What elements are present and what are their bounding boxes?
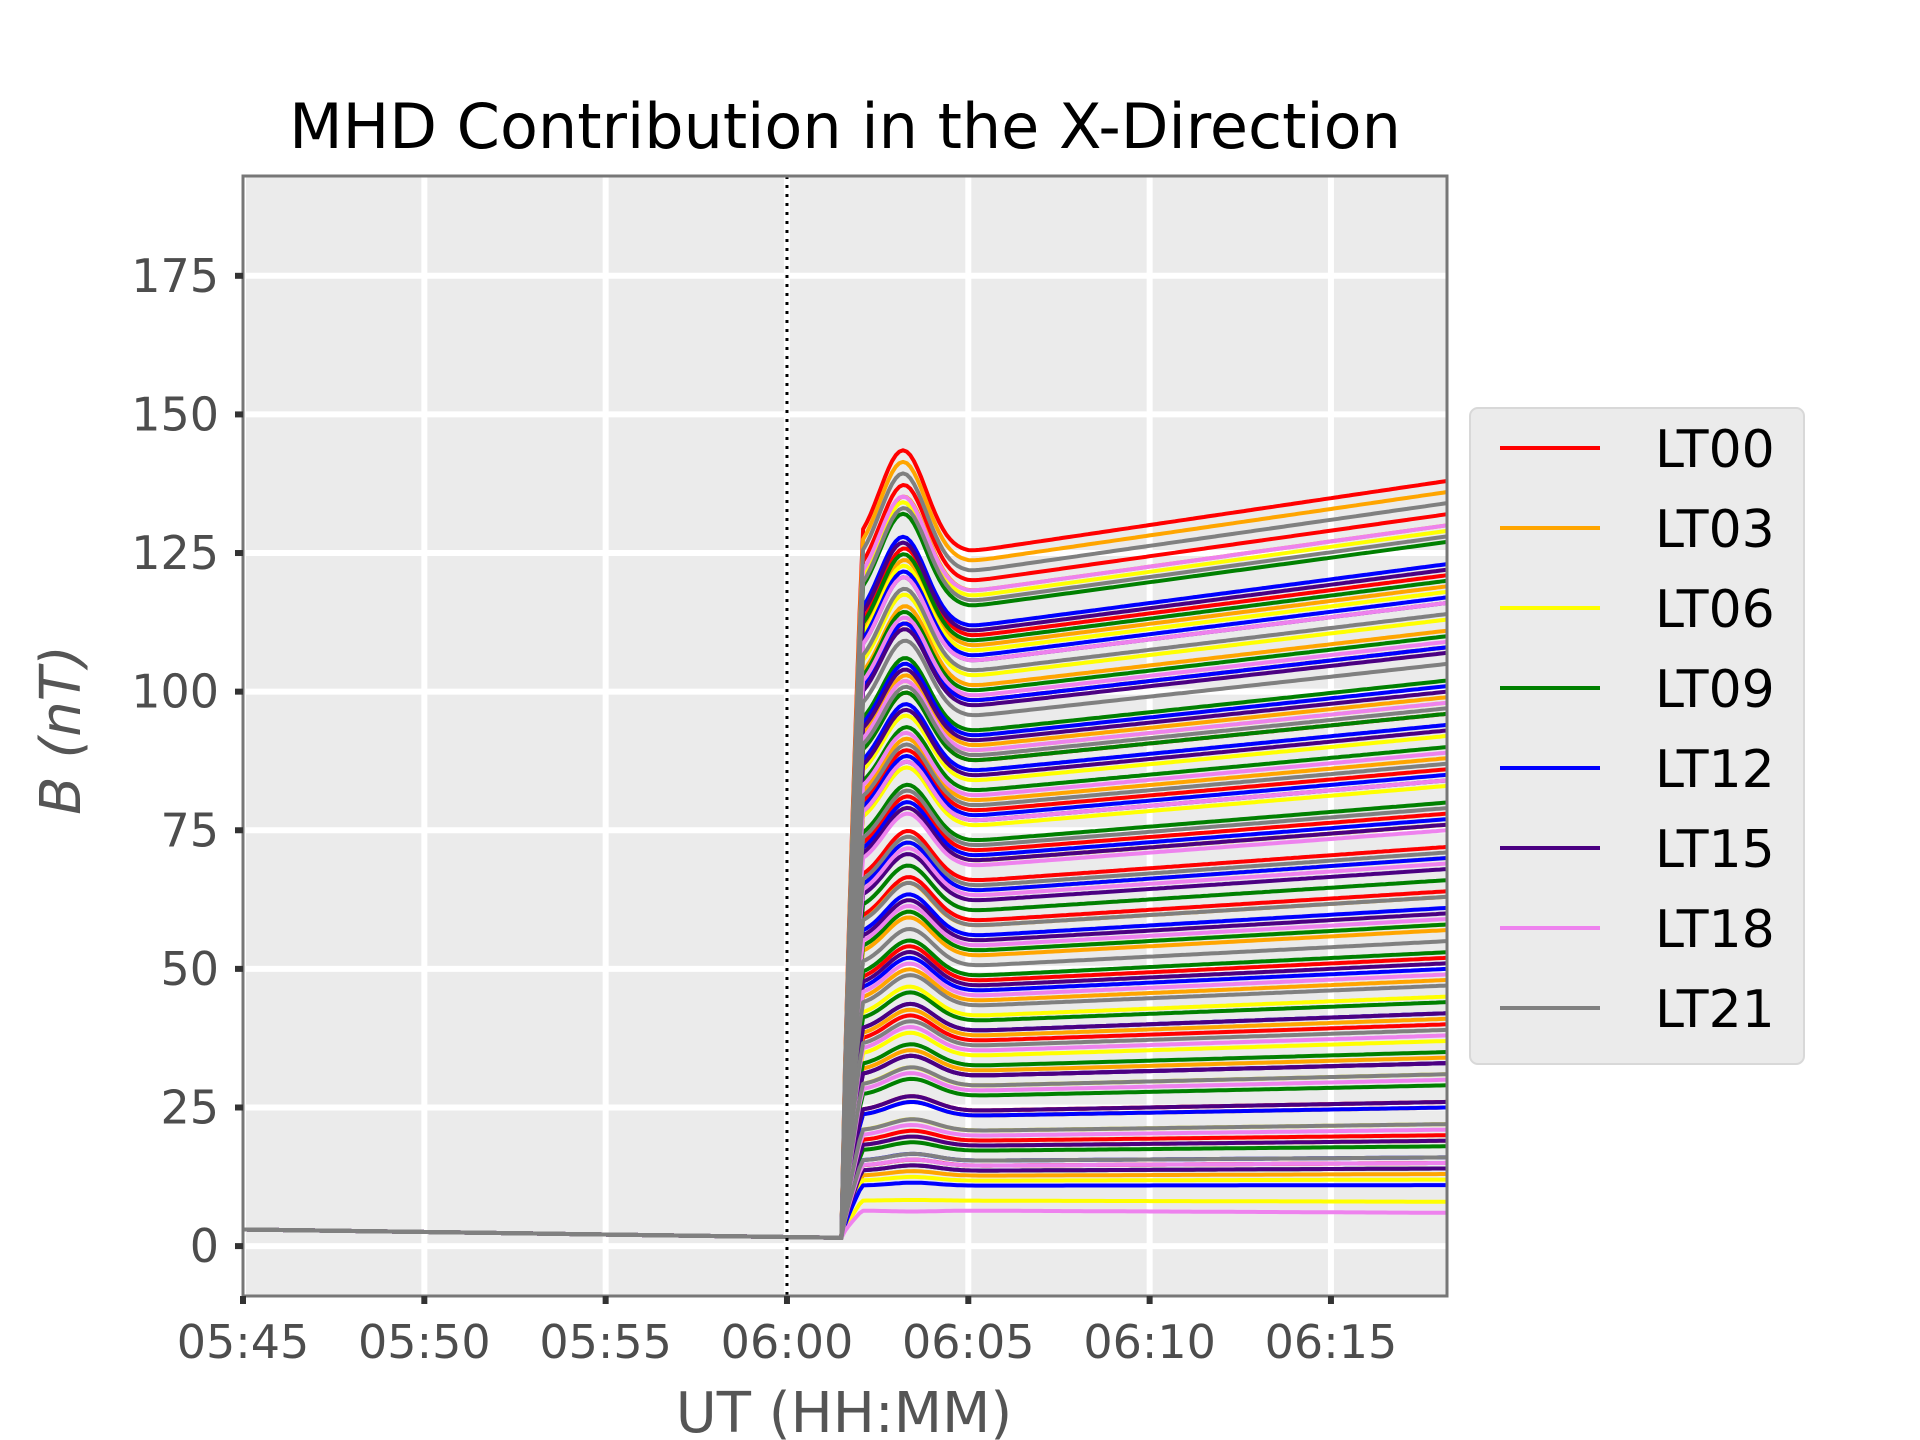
x-tick-label: 06:10 [1083, 1315, 1216, 1369]
legend-label: LT21 [1655, 980, 1775, 1040]
y-axis-label-unit: (nT) [29, 645, 94, 758]
y-tick-label: 150 [131, 387, 219, 441]
legend-label: LT12 [1655, 740, 1775, 800]
y-tick-label: 0 [190, 1219, 219, 1273]
y-tick-label: 50 [160, 942, 219, 996]
y-axis-label: B (nT) [29, 645, 94, 815]
legend: LT00 LT03 LT06 LT09 LT12 LT15 LT18 LT21 [1469, 407, 1805, 1065]
series-layer [243, 448, 1448, 1240]
y-axis-label-symbol: B [29, 776, 94, 814]
x-tick-label: 05:55 [539, 1315, 672, 1369]
legend-label: LT18 [1655, 900, 1775, 960]
y-axis: 0 25 50 75 100 125 150 175 [131, 249, 243, 1273]
x-axis-label: UT (HH:MM) [676, 1381, 1012, 1440]
legend-label: LT15 [1655, 820, 1775, 880]
x-axis: 05:45 05:50 05:55 06:00 06:05 06:10 06:15 [177, 1296, 1398, 1369]
series-line [243, 1151, 1447, 1240]
legend-label: LT06 [1655, 580, 1775, 640]
x-tick-label: 05:50 [358, 1315, 491, 1369]
svg-text:B (nT): B (nT) [29, 645, 94, 815]
y-tick-label: 175 [131, 249, 219, 303]
chart-title: MHD Contribution in the X-Direction [289, 90, 1401, 163]
plot-area [240, 174, 1449, 1298]
legend-box [1469, 407, 1805, 1065]
x-tick-label: 06:15 [1265, 1315, 1398, 1369]
legend-label: LT00 [1655, 420, 1775, 480]
y-tick-label: 25 [160, 1080, 219, 1134]
y-tick-label: 125 [131, 526, 219, 580]
y-tick-label: 100 [131, 665, 219, 719]
y-tick-label: 75 [160, 803, 219, 857]
plot-frame [241, 174, 1449, 1298]
x-tick-label: 06:00 [721, 1315, 854, 1369]
x-tick-label: 06:05 [902, 1315, 1035, 1369]
legend-label: LT03 [1655, 500, 1775, 560]
x-tick-label: 05:45 [177, 1315, 310, 1369]
series-lt21 [243, 471, 1448, 1240]
legend-label: LT09 [1655, 660, 1775, 720]
